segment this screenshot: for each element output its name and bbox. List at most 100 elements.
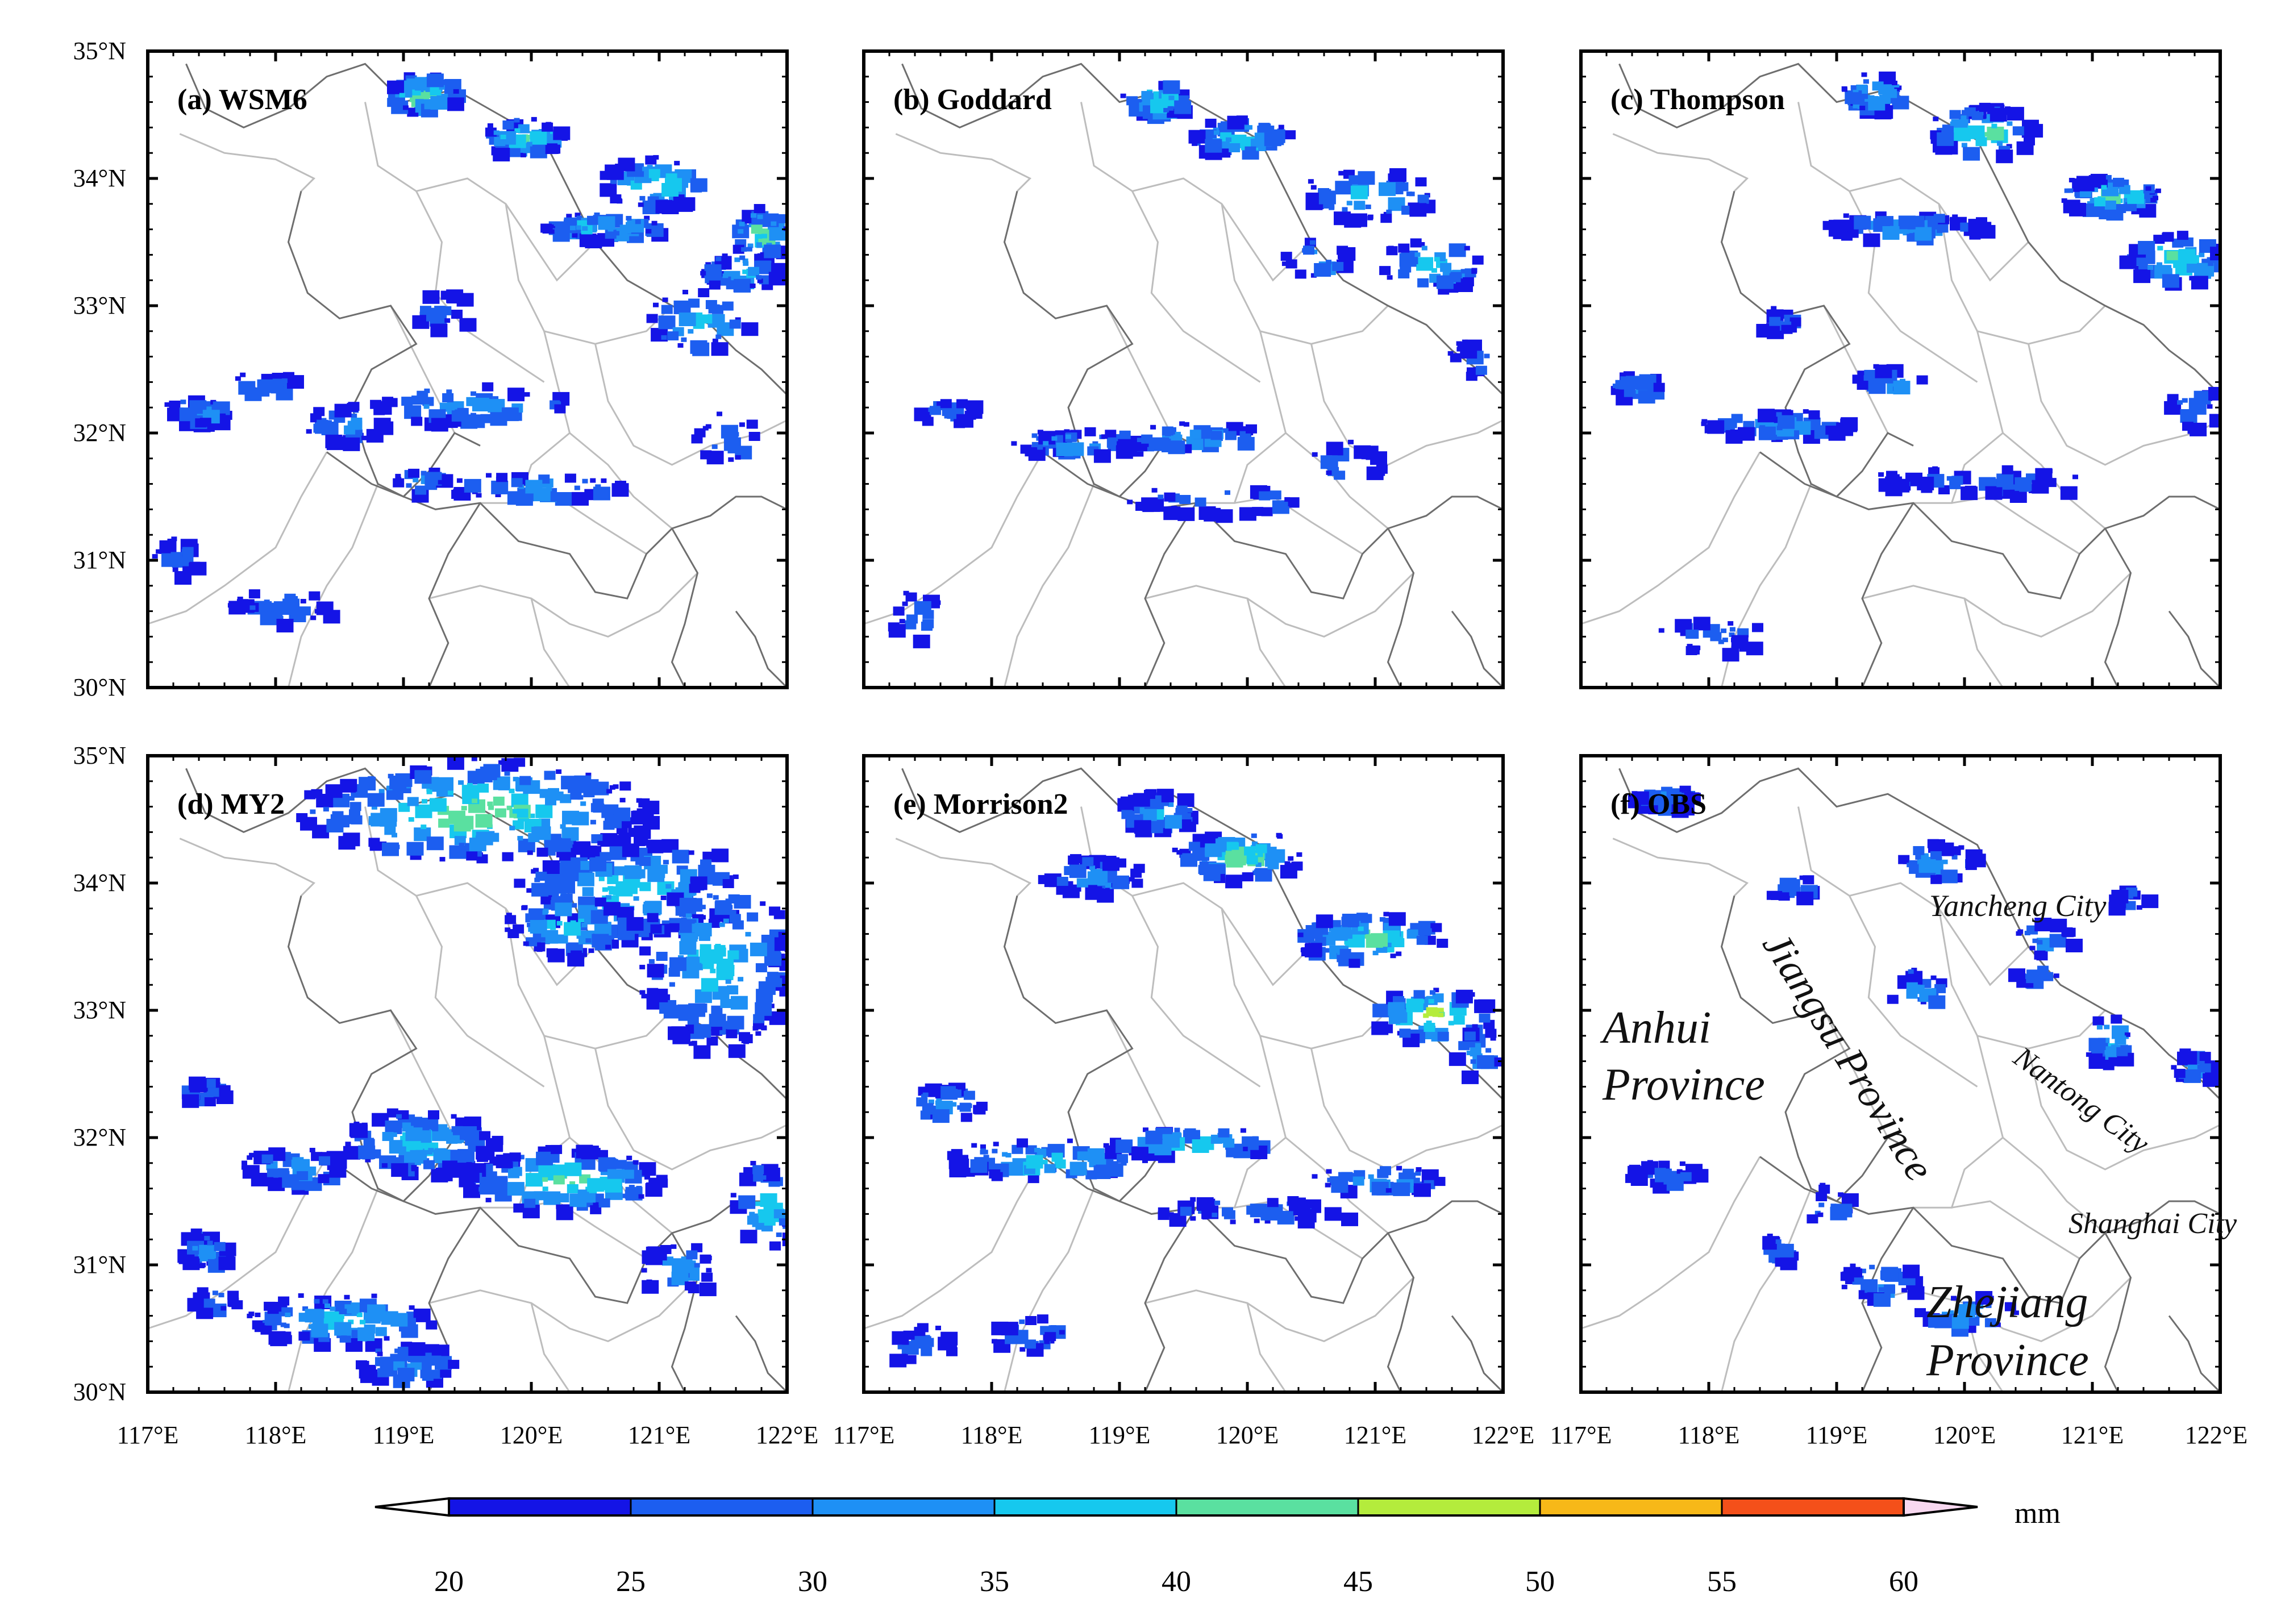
colorbar-under-triangle [374,1497,450,1517]
precip-cell [1701,421,1707,426]
precip-cell [899,619,905,624]
county-boundary [428,572,698,638]
precip-cell [764,952,781,966]
precip-cell [1466,1051,1472,1055]
precip-cell [713,895,719,900]
precip-cell [1118,439,1135,453]
county-boundary [1144,1277,1414,1343]
precip-cell [2061,927,2073,936]
colorbar-over-triangle [1903,1497,1978,1517]
precip-cell [411,417,423,426]
precip-cell [249,1152,255,1157]
precip-cell [375,1327,387,1336]
precip-cell [531,116,537,122]
precip-cell [1455,249,1461,255]
precip-cell [1297,932,1304,938]
precip-cell [1658,628,1664,633]
precip-cell [1101,434,1107,439]
precip-cell [551,1144,563,1154]
precip-cell [539,789,551,798]
precip-cell [1437,1031,1449,1041]
precip-cell [902,1354,908,1359]
precip-cell [1251,833,1257,838]
precip-cell [590,1205,602,1214]
precip-cell [360,1369,377,1383]
precip-cell [218,1256,236,1271]
precip-cell [1952,214,1958,219]
precip-cell [247,1313,253,1318]
precip-cell [1911,968,1917,973]
precip-cell [947,1151,959,1160]
precip-cell [2035,468,2053,482]
county-boundary [1612,133,1749,192]
precip-cell [749,1211,755,1217]
province-boundary [1759,451,2220,599]
precip-cell [1930,975,1937,980]
precip-cell [2055,940,2061,946]
lon-label: 117°E [117,1421,179,1449]
precip-cell [615,1160,621,1165]
precip-cell [466,851,478,861]
colorbar-segment [449,1498,631,1515]
precip-cell [1326,260,1332,265]
precip-cell [1996,476,2008,485]
precip-cell [1401,253,1413,263]
precip-cell [493,796,505,806]
precip-cell [438,480,444,485]
precip-cell [750,284,756,288]
precip-cell [686,1250,698,1260]
precip-cell [646,1279,652,1284]
precip-cell [1388,1002,1405,1016]
precip-cell [1838,1192,1844,1197]
precip-cell [408,468,420,478]
precip-cell [429,798,447,812]
precip-cell [605,1179,622,1193]
lon-label: 120°E [500,1421,563,1449]
precip-cell [564,922,581,936]
precip-cell [1310,240,1316,245]
precip-cell [446,389,452,394]
precip-cell [1682,792,1693,801]
precip-cell [750,1161,756,1165]
precip-cell [1190,135,1196,140]
precip-cell [1042,1160,1048,1165]
precip-cell [2020,981,2026,986]
precip-cell [513,777,519,782]
precip-cell [1025,1145,1037,1155]
lon-label: 121°E [2061,1421,2124,1449]
precip-cell [564,1162,582,1176]
precip-cell [633,896,639,901]
precip-cell [1065,434,1071,439]
precip-cell [431,1361,437,1366]
precip-cell [1117,1154,1128,1163]
precip-cell [1288,497,1300,507]
precip-cell [611,179,617,184]
precip-cell [1426,1007,1438,1017]
precip-cell [260,1325,272,1335]
precip-cell [1320,455,1338,469]
precip-cell [617,917,629,927]
precip-cell [487,123,493,128]
precip-cell [2171,410,2177,415]
precip-cell [2157,245,2163,251]
precip-cell [686,1004,692,1009]
precip-cell [1011,441,1017,446]
precip-cell [1409,203,1427,217]
precip-cell [366,428,384,443]
precip-cell [1901,1288,1908,1293]
province-boundary [671,528,699,688]
precip-cell [738,229,744,234]
precip-cell [2104,1025,2110,1030]
precip-cell [585,772,592,777]
precip-cell [1252,1136,1258,1141]
precip-cell [1318,190,1336,205]
precip-cell [632,1160,639,1165]
precip-cell [1095,889,1107,898]
precip-cell [560,894,572,903]
precip-cell [1397,182,1409,191]
precip-cell [743,261,749,266]
precip-cell [1942,1311,1947,1317]
precip-cell [607,875,619,884]
precip-cell [650,194,656,199]
precip-cell [476,493,482,498]
